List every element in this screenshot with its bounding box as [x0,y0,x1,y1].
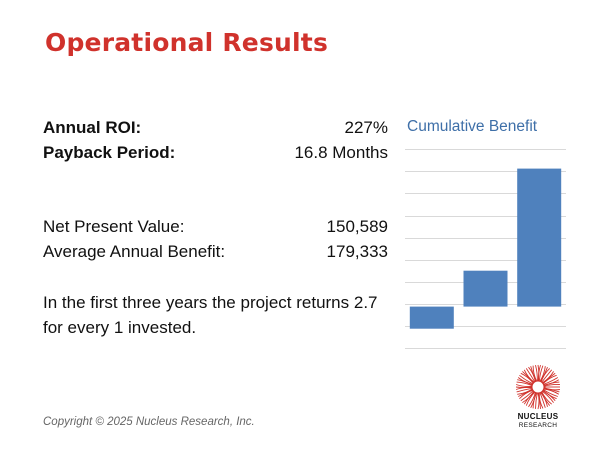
copyright-text: Copyright © 2025 Nucleus Research, Inc. [43,416,255,428]
payback-period-label: Payback Period: [43,143,176,162]
annual-roi-value: 227% [344,118,388,137]
logo-ray [539,366,546,382]
sunburst-logo-icon [515,364,560,410]
logo-ray [516,381,533,387]
logo-ray [543,377,559,385]
logo-ray [515,384,533,387]
logo-ray [542,390,556,401]
logo-ray [541,391,552,405]
logo-ray [538,365,544,382]
logo-ray [530,392,537,409]
logo-center-ring [531,380,545,394]
logo-ray [523,369,535,383]
logo-ray [520,390,534,402]
logo-ray [528,392,536,408]
nucleus-research-logo: NUCLEUS RESEARCH [510,362,566,432]
logo-ray [525,368,536,383]
roi-summary-text: In the first three years the project ret… [43,293,378,337]
logo-ray [532,365,538,382]
logo-ray [537,392,540,410]
logo-ray [517,377,533,385]
chart-bar-3 [517,168,562,307]
logo-ray [540,392,548,407]
average-annual-benefit-label: Average Annual Benefit: [43,242,226,261]
logo-ray [518,389,533,397]
annual-roi-row: Annual ROI: 227% [43,118,388,142]
chart-title: Cumulative Benefit [407,118,538,135]
logo-ray [535,364,538,382]
logo-ray [539,392,546,408]
logo-ray [541,390,554,403]
logo-ray [530,366,537,382]
net-present-value-label: Net Present Value: [43,217,185,236]
logo-wordmark-line1: NUCLEUS [517,412,559,421]
cumulative-benefit-chart [405,149,566,349]
average-annual-benefit-row: Average Annual Benefit: 179,333 [43,242,388,266]
annual-roi-label: Annual ROI: [43,118,142,137]
logo-ray [515,386,533,388]
logo-ray [519,374,534,385]
logo-ray [542,372,556,384]
logo-ray [519,389,534,400]
logo-ray [517,388,533,395]
logo-ray [522,390,535,403]
net-present-value-value: 150,589 [326,217,388,236]
logo-ray [535,392,538,409]
logo-ray [516,387,533,393]
logo-ray [520,372,534,384]
logo-ray [543,387,560,393]
chart-bar-2 [463,270,508,307]
logo-ray [543,388,560,395]
logo-ray [540,368,551,383]
logo-ray [538,392,541,409]
logo-ray [543,381,560,387]
chart-bar-1 [409,306,454,329]
logo-ray [541,369,553,383]
page-title: Operational Results [45,28,329,57]
logo-ray [538,364,541,382]
average-annual-benefit-value: 179,333 [326,242,388,261]
net-present-value-row: Net Present Value: 150,589 [43,217,388,241]
logo-ray [543,383,560,387]
logo-wordmark-line2: RESEARCH [518,422,558,429]
logo-ray [525,391,536,406]
payback-period-value: 16.8 Months [294,143,388,162]
payback-period-row: Payback Period: 16.8 Months [43,143,388,167]
logo-ray [543,389,558,397]
logo-ray [542,374,557,385]
